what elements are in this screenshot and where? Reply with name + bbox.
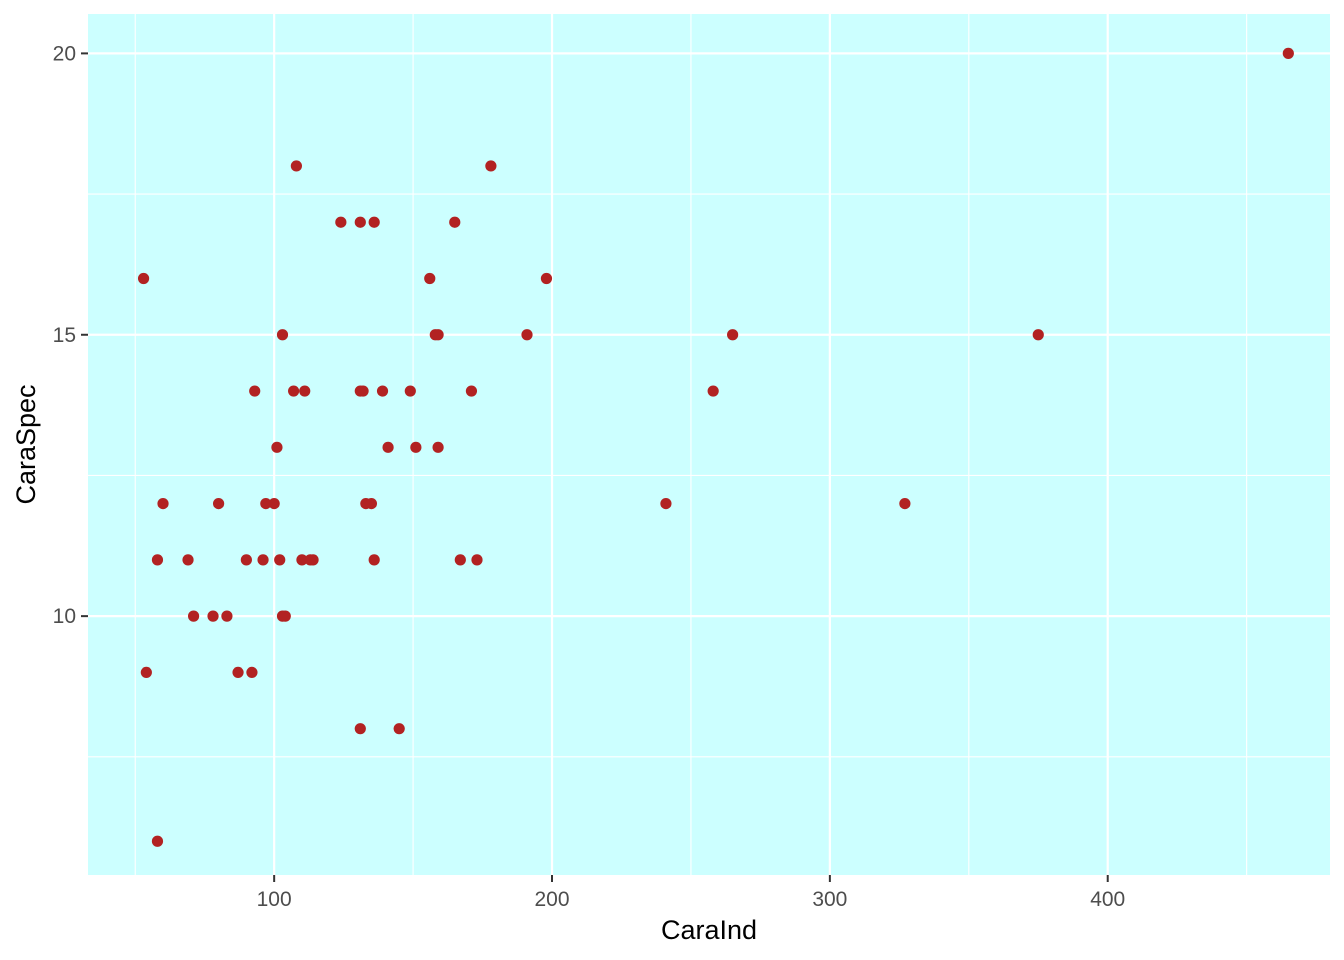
data-point <box>1282 47 1294 59</box>
y-tick-label: 15 <box>53 324 76 347</box>
data-point <box>432 441 444 453</box>
data-point <box>354 216 366 228</box>
data-point <box>368 554 380 566</box>
data-point <box>432 329 444 341</box>
data-point <box>140 666 152 679</box>
y-axis-ticks: 10 15 20 <box>53 42 88 628</box>
x-axis-ticks: 100 200 300 400 <box>257 875 1125 911</box>
data-point <box>271 441 283 453</box>
data-point <box>274 554 286 566</box>
data-point <box>393 723 405 735</box>
data-point <box>212 497 225 510</box>
data-point <box>1032 329 1044 341</box>
data-point <box>540 272 553 285</box>
x-tick-label: 200 <box>534 888 569 911</box>
data-point <box>221 610 233 622</box>
data-point <box>187 610 200 622</box>
data-point <box>357 385 369 397</box>
y-tick-label: 10 <box>53 605 76 628</box>
x-tick-label: 300 <box>812 888 847 911</box>
data-points <box>137 47 1294 847</box>
x-axis-title: CaraInd <box>661 915 757 945</box>
data-point <box>151 835 164 847</box>
data-point <box>182 554 194 566</box>
y-tick-label: 20 <box>53 42 76 65</box>
data-point <box>276 329 289 341</box>
data-point <box>376 385 389 397</box>
data-point <box>465 385 478 397</box>
data-point <box>727 329 739 341</box>
data-point <box>257 554 269 566</box>
data-point <box>288 385 300 397</box>
data-point <box>307 554 319 566</box>
data-point <box>354 723 366 735</box>
data-point <box>290 160 302 172</box>
data-point <box>299 385 311 397</box>
data-point <box>365 497 378 510</box>
data-point <box>899 497 911 510</box>
data-point <box>296 554 308 566</box>
data-point <box>137 272 150 285</box>
data-point <box>485 160 497 172</box>
data-point <box>707 385 719 397</box>
data-point <box>246 666 258 679</box>
data-point <box>424 272 436 285</box>
data-point <box>382 441 394 453</box>
data-point <box>249 385 261 397</box>
y-axis-title: CaraSpec <box>11 384 41 504</box>
data-point <box>207 610 219 622</box>
data-point <box>410 441 422 453</box>
data-point <box>240 554 252 566</box>
x-tick-label: 100 <box>257 888 292 911</box>
data-point <box>521 329 533 341</box>
data-point <box>471 554 483 566</box>
data-point <box>454 554 466 566</box>
data-point <box>151 554 164 566</box>
data-point <box>660 497 672 510</box>
major-gridlines <box>88 14 1330 875</box>
data-point <box>404 385 416 397</box>
data-point <box>260 497 272 510</box>
data-point <box>449 216 461 228</box>
data-point <box>368 216 380 228</box>
data-point <box>279 610 291 622</box>
data-point <box>232 666 244 679</box>
data-point <box>157 497 169 510</box>
x-tick-label: 400 <box>1090 888 1125 911</box>
data-point <box>268 497 280 510</box>
plot-panel <box>88 14 1330 875</box>
data-point <box>335 216 347 228</box>
